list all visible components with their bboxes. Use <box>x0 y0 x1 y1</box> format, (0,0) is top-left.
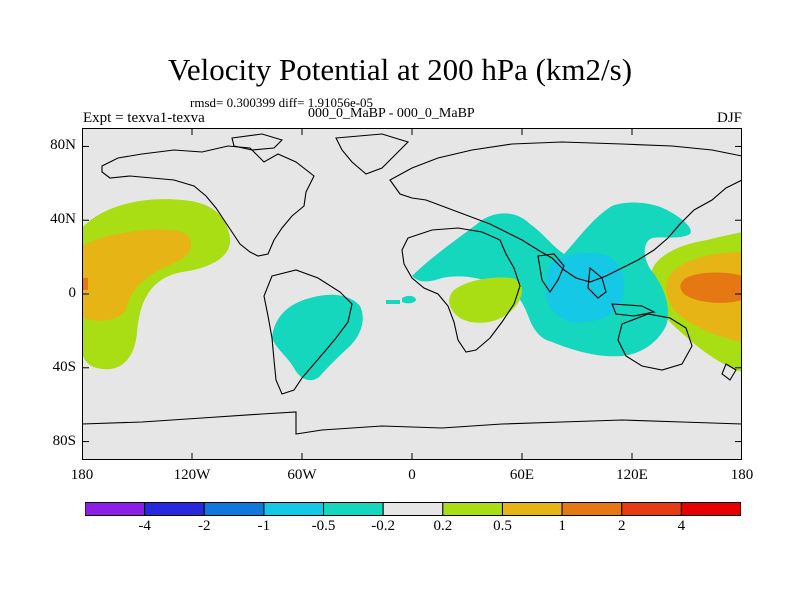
contour-1-west-pacific <box>680 272 742 303</box>
lat-tick-label: 0 <box>68 285 77 301</box>
coastline-south-america <box>263 269 353 395</box>
colorbar-level-label: -0.5 <box>311 518 336 534</box>
colorbar-level-label: 0.5 <box>493 518 512 534</box>
coastline-australia <box>617 313 693 371</box>
coastline-north-america <box>101 145 315 257</box>
map-plot <box>82 128 742 460</box>
periods-label: 000_0_MaBP - 000_0_MaBP <box>308 106 475 121</box>
lon-tick-label: 60E <box>509 467 535 483</box>
contour-neg0.2-west-africa <box>386 300 400 304</box>
lat-tick-label: 40N <box>50 211 76 228</box>
chart-title: Velocity Potential at 200 hPa (km2/s) <box>167 52 633 87</box>
colorbar-swatch <box>382 502 444 516</box>
axis-ticks <box>82 128 742 460</box>
colorbar-swatch <box>680 502 741 516</box>
experiment-label: Expt = texva1-texva <box>83 110 205 126</box>
lat-tick-label: 40S <box>52 358 76 375</box>
colorbar-swatch <box>203 502 265 516</box>
coastline-africa <box>401 227 521 353</box>
coastline-southeast-asia <box>587 266 656 317</box>
colorbar-level-label: 0.2 <box>433 518 453 534</box>
coastline-greenland <box>335 133 410 175</box>
contour-neg0.2-south-america <box>272 294 363 381</box>
colorbar-level-label: 4 <box>677 518 686 534</box>
colorbar-swatch <box>85 502 146 516</box>
lat-tick-label: 80N <box>50 137 76 154</box>
colorbar-swatch <box>323 502 384 516</box>
contour-fills <box>82 199 742 381</box>
coastline-antarctica <box>82 411 742 435</box>
colorbar <box>85 502 741 516</box>
coastline-arctic-islands <box>231 133 284 151</box>
colorbar-swatch <box>144 502 205 516</box>
lat-tick-label: 80S <box>52 432 76 449</box>
coastline-eurasia <box>389 141 742 283</box>
coastline-india <box>537 253 565 293</box>
rmsd-label: rmsd= 0.300399 diff= 1.91056e-05 <box>190 95 374 110</box>
colorbar-swatch <box>442 502 503 516</box>
colorbar-swatch <box>561 502 623 516</box>
lon-tick-label: 120E <box>616 467 648 483</box>
colorbar-level-label: 1 <box>558 518 566 534</box>
colorbar-swatch <box>501 502 563 516</box>
contour-1-dateline <box>82 278 88 290</box>
contour-0.5-central-pacific <box>82 229 192 321</box>
contour-0.2-central-africa <box>449 277 522 323</box>
colorbar-level-label: -1 <box>257 518 271 534</box>
colorbar-level-label: 2 <box>617 518 626 534</box>
season-label: DJF <box>716 110 742 126</box>
lon-tick-label: 0 <box>408 467 416 483</box>
lon-tick-label: 60W <box>287 467 317 483</box>
contour-neg0.2-guinea <box>402 295 416 304</box>
lon-tick-label: 180 <box>730 467 754 483</box>
coastline-new-zealand <box>721 363 737 381</box>
lon-tick-label: 120W <box>173 467 211 483</box>
colorbar-swatch <box>263 502 325 516</box>
colorbar-swatch <box>621 502 682 516</box>
colorbar-level-label: -2 <box>198 518 211 534</box>
colorbar-level-label: -4 <box>138 518 151 534</box>
coastlines <box>82 133 742 435</box>
lon-tick-label: 180 <box>70 467 94 483</box>
colorbar-level-label: -0.2 <box>371 518 396 534</box>
